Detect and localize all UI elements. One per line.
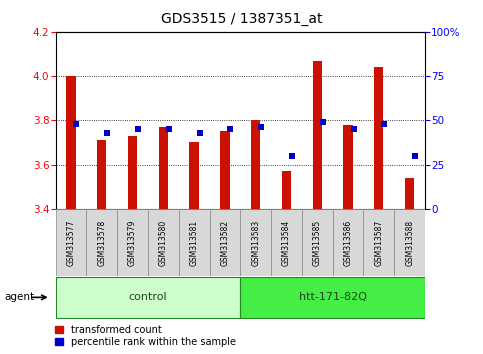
Bar	[189, 142, 199, 209]
Text: GSM313578: GSM313578	[97, 219, 106, 266]
Text: GSM313584: GSM313584	[282, 219, 291, 266]
Bar	[97, 140, 106, 209]
Text: control: control	[128, 292, 167, 302]
Text: GSM313580: GSM313580	[159, 219, 168, 266]
Text: GSM313587: GSM313587	[374, 219, 384, 266]
Bar	[394, 209, 425, 276]
Text: GSM313577: GSM313577	[67, 219, 75, 266]
Bar	[220, 131, 229, 209]
Text: GSM313582: GSM313582	[220, 219, 229, 266]
Bar	[56, 277, 241, 318]
Bar	[271, 209, 302, 276]
Bar	[148, 209, 179, 276]
Legend: transformed count, percentile rank within the sample: transformed count, percentile rank withi…	[53, 323, 238, 349]
Text: GSM313581: GSM313581	[190, 219, 199, 266]
Text: GSM313586: GSM313586	[343, 219, 353, 266]
Bar	[240, 277, 425, 318]
Bar	[56, 209, 86, 276]
Bar	[333, 209, 364, 276]
Bar	[240, 209, 271, 276]
Text: GSM313588: GSM313588	[405, 219, 414, 266]
Bar	[179, 209, 210, 276]
Bar	[66, 76, 75, 209]
Text: GSM313585: GSM313585	[313, 219, 322, 266]
Bar	[86, 209, 117, 276]
Bar	[302, 209, 333, 276]
Bar	[159, 127, 168, 209]
Bar	[251, 120, 260, 209]
Bar	[405, 178, 414, 209]
Bar	[313, 61, 322, 209]
Bar	[374, 67, 384, 209]
Bar	[364, 209, 394, 276]
Bar	[128, 136, 137, 209]
Text: agent: agent	[5, 292, 35, 302]
Text: htt-171-82Q: htt-171-82Q	[298, 292, 367, 302]
Text: GSM313583: GSM313583	[251, 219, 260, 266]
Bar	[210, 209, 240, 276]
Text: GSM313579: GSM313579	[128, 219, 137, 266]
Bar	[282, 171, 291, 209]
Text: GDS3515 / 1387351_at: GDS3515 / 1387351_at	[161, 12, 322, 27]
Bar	[117, 209, 148, 276]
Bar	[343, 125, 353, 209]
